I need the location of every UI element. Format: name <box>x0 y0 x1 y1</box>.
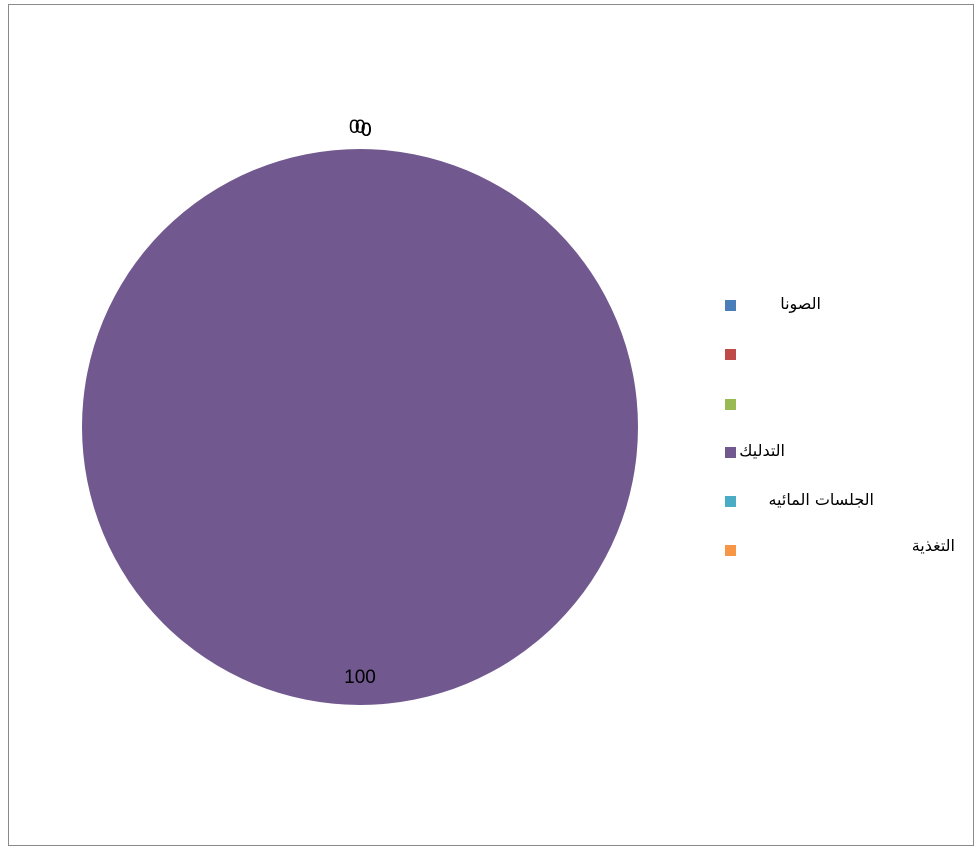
pie-slices <box>82 149 638 705</box>
chart-frame: 0 0 0 100 0 0 الصونا التدليك الجلسات المائيه … <box>8 4 974 846</box>
data-label-0: 0 <box>349 117 360 138</box>
pie-slice-3 <box>82 149 638 705</box>
data-label-5: 0 <box>361 120 372 141</box>
data-label-4: 0 <box>361 120 372 141</box>
data-label-2: 0 <box>361 120 372 141</box>
data-label-3: 100 <box>344 667 376 688</box>
data-label-1: 0 <box>355 117 366 138</box>
